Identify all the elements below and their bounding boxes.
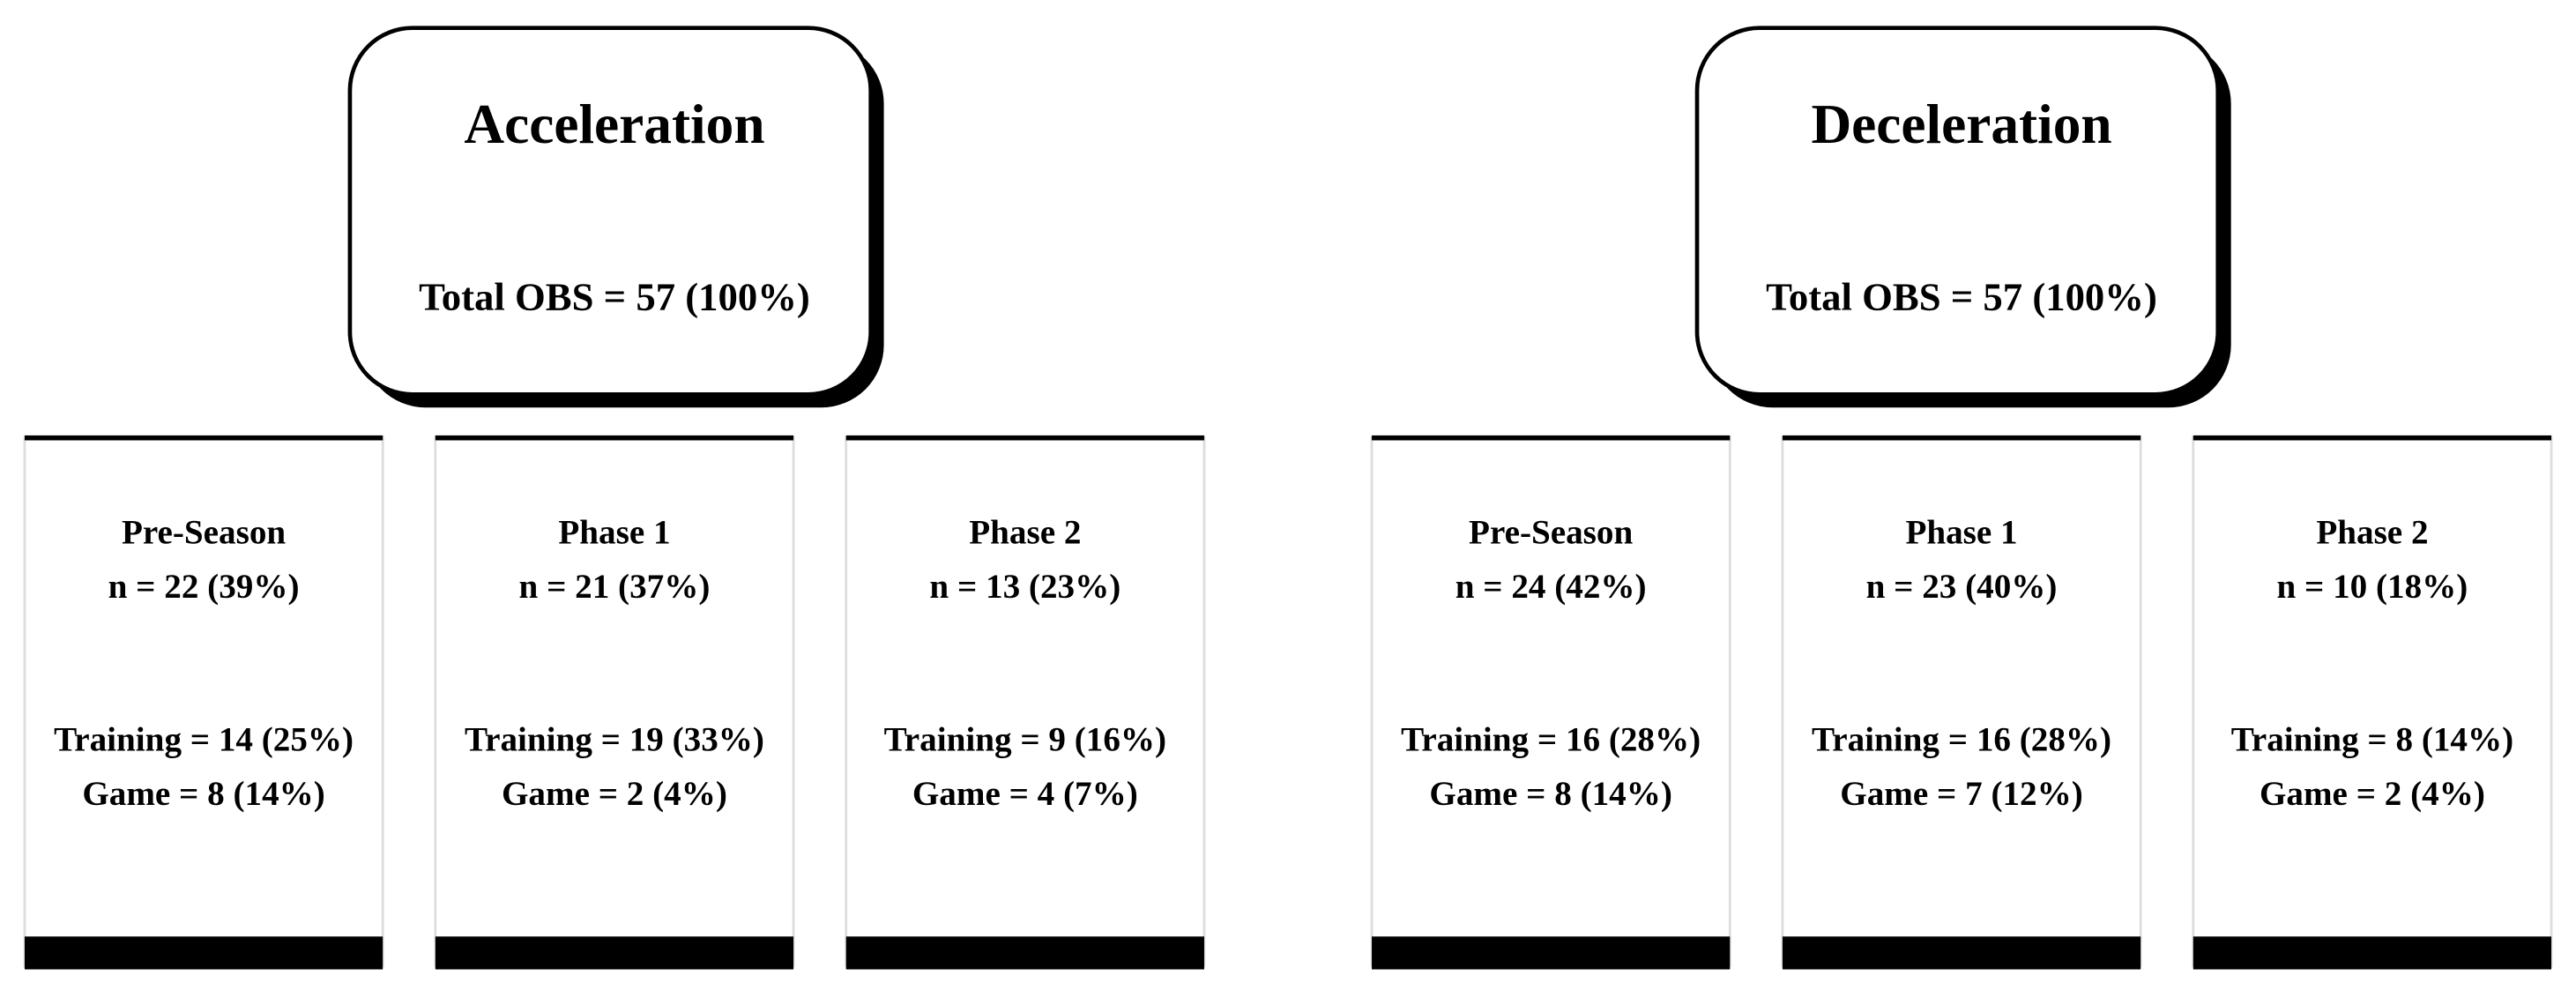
phase-bottom-bar xyxy=(845,936,1204,970)
phase-n: n = 10 (18%) xyxy=(2277,568,2468,606)
title-box xyxy=(1694,26,2221,397)
group-title: Deceleration xyxy=(1811,93,2111,155)
group-title: Acceleration xyxy=(464,93,764,155)
phase-box xyxy=(434,436,795,968)
phase-game: Game = 7 (12%) xyxy=(1840,775,2082,813)
phase-game: Game = 2 (4%) xyxy=(2260,775,2485,813)
phase-bottom-bar xyxy=(24,936,383,970)
phase-name: Phase 2 xyxy=(2316,514,2428,552)
phase-game: Game = 2 (4%) xyxy=(502,775,727,813)
phase-bottom-bar xyxy=(1372,936,1731,970)
phase-training: Training = 14 (25%) xyxy=(54,720,354,758)
group-total: Total OBS = 57 (100%) xyxy=(419,274,810,318)
phase-name: Pre-Season xyxy=(122,514,286,552)
phase-box xyxy=(23,436,384,968)
phase-n: n = 22 (39%) xyxy=(108,568,300,606)
phase-training: Training = 9 (16%) xyxy=(884,720,1166,758)
phase-name: Phase 2 xyxy=(969,514,1081,552)
phase-game: Game = 8 (14%) xyxy=(82,775,324,813)
phase-n: n = 24 (42%) xyxy=(1456,568,1647,606)
phase-bottom-bar xyxy=(2193,936,2552,970)
phase-name: Phase 1 xyxy=(1905,514,2017,552)
phase-top-bar xyxy=(435,435,794,441)
phase-top-bar xyxy=(2193,435,2552,441)
phase-n: n = 13 (23%) xyxy=(929,568,1120,606)
phase-name: Phase 1 xyxy=(558,514,670,552)
phase-training: Training = 16 (28%) xyxy=(1401,720,1701,758)
phase-n: n = 23 (40%) xyxy=(1866,568,2058,606)
phase-top-bar xyxy=(1372,435,1731,441)
phase-top-bar xyxy=(845,435,1204,441)
phase-top-bar xyxy=(24,435,383,441)
phase-box xyxy=(845,436,1206,968)
title-box xyxy=(347,26,873,397)
phase-game: Game = 8 (14%) xyxy=(1429,775,1671,813)
phase-game: Game = 4 (7%) xyxy=(912,775,1138,813)
phase-training: Training = 16 (28%) xyxy=(1812,720,2111,758)
phase-name: Pre-Season xyxy=(1469,514,1633,552)
phase-top-bar xyxy=(1782,435,2141,441)
phase-training: Training = 19 (33%) xyxy=(465,720,764,758)
phase-training: Training = 8 (14%) xyxy=(2231,720,2513,758)
phase-n: n = 21 (37%) xyxy=(519,568,711,606)
phase-bottom-bar xyxy=(1782,936,2141,970)
phase-box xyxy=(1370,436,1731,968)
group-total: Total OBS = 57 (100%) xyxy=(1766,274,2157,318)
phase-bottom-bar xyxy=(435,936,794,970)
